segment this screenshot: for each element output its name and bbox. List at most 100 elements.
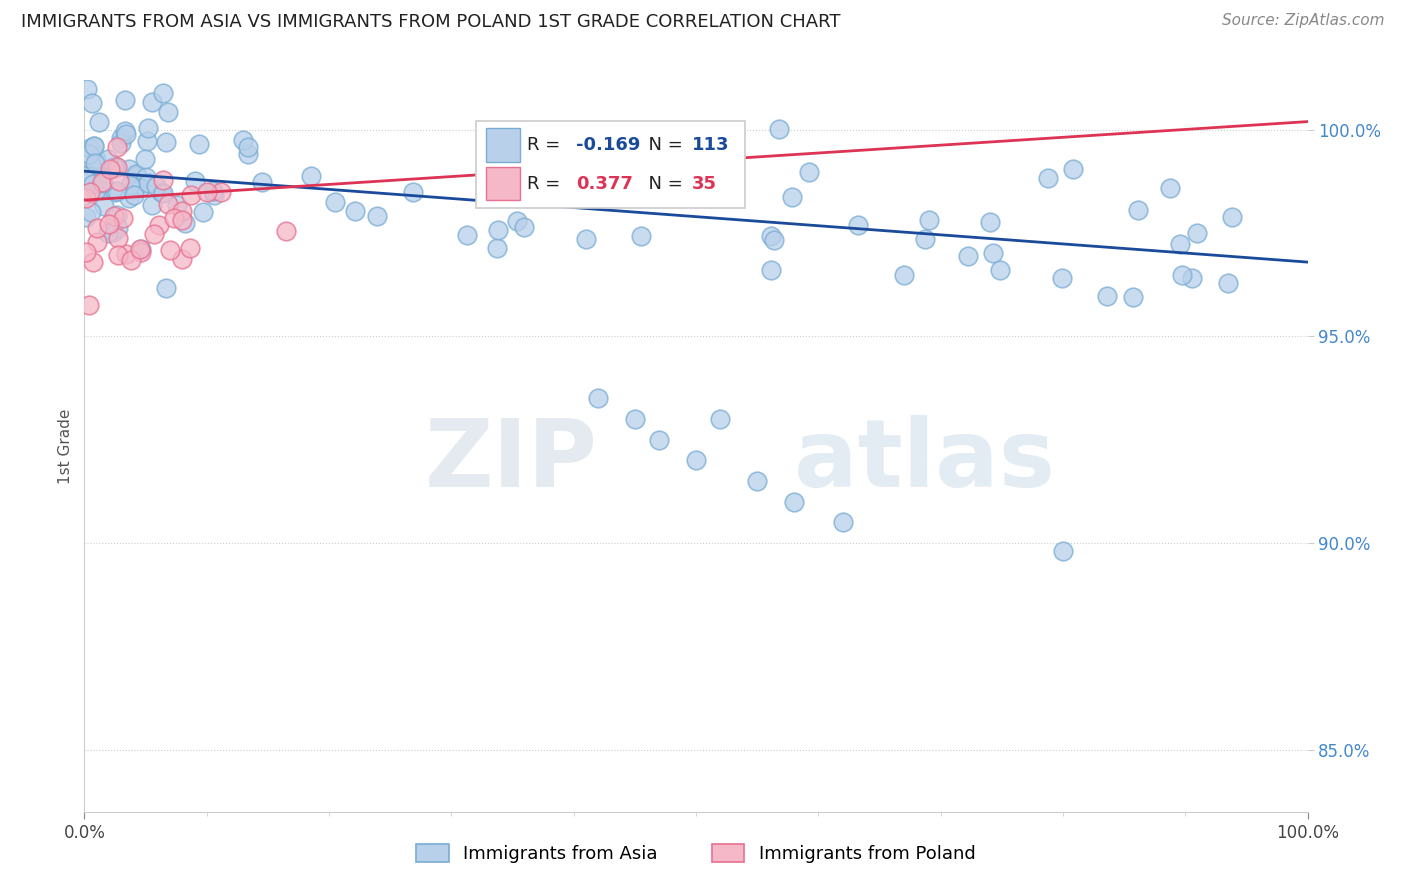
Point: [1185, 226, 1208, 240]
Point: [299, 169, 322, 184]
Point: [141, 198, 163, 212]
Point: [170, 203, 193, 218]
Point: [135, 170, 157, 185]
Point: [180, 187, 202, 202]
Legend: Immigrants from Asia, Immigrants from Poland: Immigrants from Asia, Immigrants from Po…: [411, 838, 981, 869]
Point: [1216, 277, 1239, 291]
Point: [136, 134, 159, 148]
Point: [709, 412, 731, 426]
Point: [134, 152, 156, 166]
Point: [685, 453, 707, 467]
Point: [1159, 181, 1181, 195]
Point: [917, 213, 939, 227]
Text: N =: N =: [637, 175, 689, 193]
Point: [105, 140, 128, 154]
Point: [914, 232, 936, 246]
Point: [988, 263, 1011, 277]
Point: [83, 161, 105, 175]
Point: [91, 167, 114, 181]
Point: [103, 161, 125, 175]
Point: [76, 81, 98, 95]
Point: [202, 184, 225, 198]
Point: [110, 136, 132, 150]
Point: [79, 185, 101, 199]
Point: [120, 178, 142, 192]
Point: [624, 412, 647, 426]
FancyBboxPatch shape: [475, 120, 745, 209]
Point: [82, 255, 104, 269]
Point: [209, 185, 232, 199]
Point: [402, 185, 425, 199]
Point: [91, 176, 114, 190]
Point: [170, 252, 193, 266]
Point: [105, 160, 128, 174]
Point: [105, 184, 128, 198]
Point: [75, 172, 97, 186]
Point: [104, 185, 127, 199]
Point: [1126, 202, 1149, 217]
Text: 0.377: 0.377: [576, 175, 633, 193]
Point: [155, 281, 177, 295]
Point: [893, 268, 915, 283]
Point: [323, 195, 346, 210]
Point: [129, 245, 152, 260]
Point: [183, 174, 205, 188]
Point: [97, 227, 120, 241]
Point: [586, 392, 609, 406]
Point: [747, 474, 769, 488]
Point: [1220, 211, 1243, 225]
Point: [104, 159, 127, 173]
Point: [486, 223, 509, 237]
Point: [191, 204, 214, 219]
Point: [598, 181, 620, 195]
Point: [250, 175, 273, 189]
Point: [143, 227, 166, 241]
Point: [101, 225, 124, 239]
Point: [232, 133, 254, 147]
Point: [79, 141, 101, 155]
Point: [187, 137, 209, 152]
Point: [831, 516, 853, 530]
Point: [100, 162, 122, 177]
Point: [83, 156, 105, 170]
Point: [202, 187, 225, 202]
Point: [110, 131, 132, 145]
Text: Source: ZipAtlas.com: Source: ZipAtlas.com: [1222, 13, 1385, 29]
Point: [122, 188, 145, 202]
Point: [149, 185, 172, 199]
Point: [86, 235, 108, 249]
Point: [107, 248, 129, 262]
Text: 113: 113: [692, 136, 730, 154]
Point: [87, 114, 110, 128]
Point: [136, 177, 159, 191]
Point: [77, 298, 100, 312]
Point: [1050, 270, 1073, 285]
Point: [1168, 237, 1191, 252]
Point: [159, 243, 181, 257]
Point: [152, 173, 174, 187]
Point: [195, 185, 218, 199]
Point: [155, 136, 177, 150]
Point: [783, 495, 806, 509]
Point: [82, 95, 104, 110]
Point: [125, 169, 148, 183]
Point: [93, 199, 115, 213]
Point: [780, 190, 803, 204]
Point: [86, 183, 108, 197]
Point: [485, 241, 508, 255]
Point: [236, 139, 259, 153]
Point: [86, 220, 108, 235]
Point: [115, 127, 138, 141]
Point: [174, 216, 197, 230]
Point: [513, 188, 536, 202]
Point: [118, 191, 141, 205]
Point: [505, 214, 527, 228]
Point: [648, 433, 671, 447]
Point: [83, 138, 105, 153]
Point: [555, 159, 578, 173]
Point: [846, 218, 869, 232]
Text: -0.169: -0.169: [576, 136, 641, 154]
Point: [91, 175, 114, 189]
Point: [763, 233, 786, 247]
Point: [1171, 268, 1194, 282]
